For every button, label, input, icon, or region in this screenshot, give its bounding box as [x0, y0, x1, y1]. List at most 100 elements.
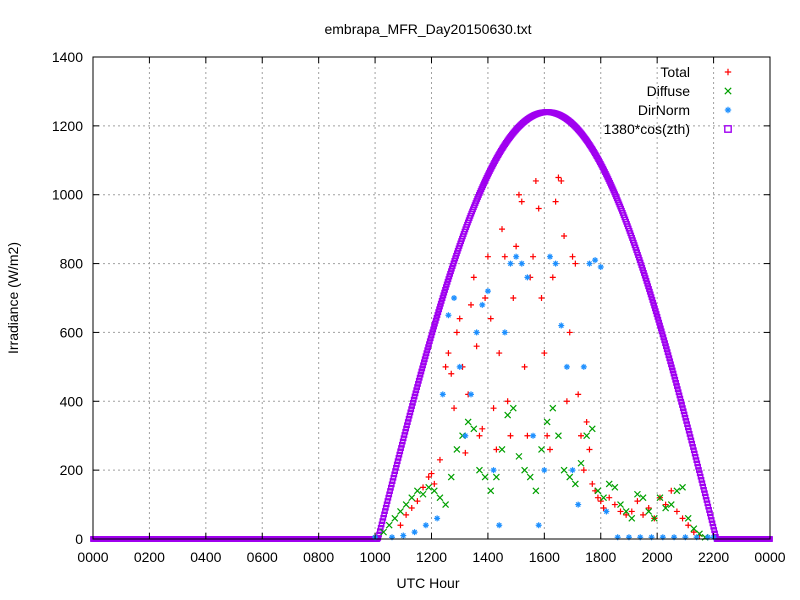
total-point: [563, 398, 570, 405]
cos-zth-point: [694, 460, 701, 467]
cos-zth-point: [429, 329, 436, 336]
diffuse-point: [380, 528, 387, 536]
diffuse-point: [447, 473, 455, 481]
cos-zth-point: [406, 412, 413, 419]
cos-zth-point: [417, 371, 424, 378]
dirnorm-point: [518, 260, 525, 267]
diffuse-point: [571, 480, 579, 488]
total-point: [397, 522, 404, 529]
cos-zth-point: [405, 415, 412, 422]
total-point: [544, 432, 551, 439]
cos-zth-point: [401, 432, 408, 438]
dirnorm-point: [552, 260, 559, 267]
total-point: [448, 370, 455, 377]
x-tick-label: 0000: [754, 549, 785, 565]
cos-zth-point: [394, 458, 401, 465]
total-point: [606, 494, 613, 501]
cos-zth-point: [676, 392, 683, 399]
diffuse-point: [667, 501, 675, 508]
legend-marker: [724, 106, 732, 114]
x-tick-label: 2200: [698, 549, 729, 565]
cos-zth-point: [679, 402, 685, 408]
total-point: [453, 329, 460, 336]
total-point: [467, 301, 474, 308]
cos-zth-point: [410, 396, 417, 403]
total-point: [549, 274, 556, 281]
total-point: [634, 498, 641, 505]
total-point: [436, 456, 443, 463]
total-point: [513, 243, 520, 250]
total-point: [558, 177, 565, 184]
total-point: [496, 350, 503, 357]
total-point: [583, 418, 590, 425]
total-point: [445, 350, 452, 357]
dirnorm-point: [592, 257, 599, 264]
cos-zth-point: [407, 409, 414, 416]
total-point: [482, 295, 489, 301]
dirnorm-point: [445, 312, 452, 319]
dirnorm-point: [569, 467, 576, 474]
total-point: [420, 484, 427, 491]
cos-zth-point: [661, 337, 668, 344]
legend-label: 1380*cos(zth): [604, 121, 690, 137]
diffuse-point: [532, 487, 540, 495]
diffuse-point: [413, 487, 421, 495]
total-point: [578, 432, 585, 439]
total-point: [524, 432, 531, 439]
diffuse-point: [577, 459, 585, 467]
dirnorm-point: [530, 432, 537, 439]
dirnorm-point: [682, 534, 689, 541]
y-tick-label: 400: [60, 393, 84, 409]
cos-zth-point: [682, 414, 689, 421]
legend: Total Diffuse DirNorm 1380*cos(zth): [604, 64, 732, 137]
x-tick-label: 1000: [360, 549, 391, 565]
cos-zth-point: [392, 468, 399, 475]
cos-zth-point: [389, 478, 396, 484]
cos-zth-point: [403, 425, 410, 432]
diffuse-point: [690, 525, 698, 533]
x-tick-label: 1400: [472, 549, 503, 565]
total-point: [673, 508, 680, 515]
y-axis-label: Irradiance (W/m2): [5, 242, 21, 354]
cos-zth-point: [711, 527, 718, 533]
total-point: [504, 398, 511, 405]
diffuse-point: [543, 418, 551, 426]
dirnorm-point: [575, 501, 582, 508]
x-tick-label: 0800: [303, 549, 334, 565]
cos-zth-point: [704, 500, 711, 507]
cos-zth-point: [404, 419, 411, 425]
cos-zth-point: [387, 484, 394, 491]
cos-zth-point: [425, 344, 432, 351]
cos-zth-point: [413, 387, 420, 394]
total-point: [566, 329, 573, 336]
dirnorm-point: [580, 363, 587, 370]
cos-zth-point: [414, 384, 421, 390]
cos-zth-point: [395, 455, 402, 461]
dirnorm-point: [586, 260, 593, 267]
dirnorm-point: [507, 260, 514, 267]
cos-zth-point: [386, 491, 393, 498]
x-tick-label: 2000: [642, 549, 673, 565]
diffuse-point: [425, 483, 433, 491]
cos-zth-point: [688, 437, 695, 444]
diffuse-point: [487, 487, 495, 495]
diffuse-point: [650, 514, 658, 522]
cos-zth-point: [695, 463, 701, 470]
diffuse-point: [645, 508, 653, 515]
total-point: [479, 425, 486, 432]
diffuse-point: [633, 490, 641, 498]
total-point: [645, 505, 652, 512]
total-point: [499, 226, 506, 233]
diffuse-point: [594, 487, 602, 495]
cos-zth-point: [384, 498, 391, 504]
total-point: [462, 449, 469, 456]
dirnorm-point: [473, 329, 480, 336]
diffuse-point: [566, 473, 574, 481]
total-point: [617, 508, 624, 515]
diffuse-point: [476, 466, 483, 474]
cos-zth-point: [706, 507, 712, 513]
cos-zth-point: [660, 334, 667, 341]
cos-zth-point: [380, 514, 387, 521]
